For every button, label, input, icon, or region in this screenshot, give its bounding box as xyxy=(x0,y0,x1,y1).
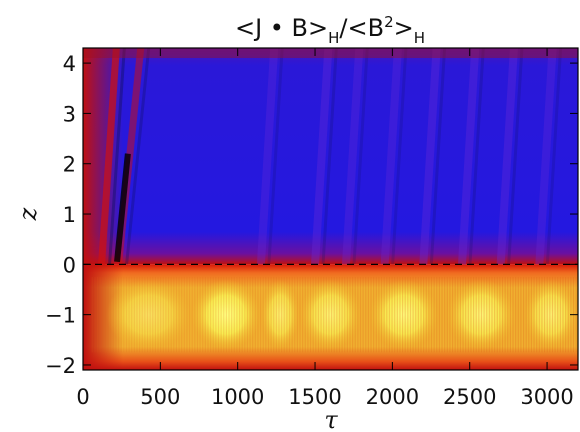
title-sup: 2 xyxy=(384,13,394,31)
positive-burst-4 xyxy=(299,279,362,350)
x-axis-label: τ xyxy=(324,406,338,432)
streak-4 xyxy=(311,48,333,265)
y-axis: −2 −1 0 1 2 3 4 xyxy=(45,52,578,378)
title-part-1: <J • B> xyxy=(235,14,328,42)
streak-shadow-5 xyxy=(352,48,369,265)
x-tick-label: 3000 xyxy=(520,385,573,409)
streak-shadow-3 xyxy=(267,48,284,265)
streak-6 xyxy=(380,48,402,265)
title-part-2: /<B xyxy=(339,14,384,42)
streak-shadow-8 xyxy=(468,48,485,265)
y-axis-label: z xyxy=(14,207,42,221)
x-tick-label: 2500 xyxy=(443,385,496,409)
dark-core-streak xyxy=(114,153,131,263)
streak-shadow-1 xyxy=(108,48,126,265)
streak-shadow-6 xyxy=(391,48,408,265)
streak-shadow-7 xyxy=(429,48,447,265)
positive-burst-1 xyxy=(106,279,192,350)
streak-shadow-2 xyxy=(125,48,151,265)
top-band xyxy=(83,48,578,58)
positive-burst-7 xyxy=(523,279,578,350)
region-upper xyxy=(83,48,578,265)
streak-shadow-4 xyxy=(321,48,338,265)
streak-10 xyxy=(535,48,557,265)
x-tick-label: 500 xyxy=(140,385,180,409)
streak-3 xyxy=(256,48,279,265)
streak-7 xyxy=(419,48,441,265)
title-sub-1: H xyxy=(328,29,339,47)
heatmap-area xyxy=(83,48,578,370)
y-tick-label: 0 xyxy=(63,253,76,277)
y-tick-label: 1 xyxy=(63,203,76,227)
streak-1 xyxy=(98,48,120,265)
x-tick-label: 2000 xyxy=(366,385,419,409)
plot-frame xyxy=(82,47,579,371)
x-tick-label: 1000 xyxy=(211,385,264,409)
streak-9 xyxy=(496,48,518,265)
y-tick-label: −2 xyxy=(45,354,76,378)
streak-5 xyxy=(341,48,364,265)
streak-shadow-9 xyxy=(507,48,524,265)
streak-shadow-10 xyxy=(545,48,563,265)
title-sub-2: H xyxy=(414,29,425,47)
y-tick-label: −1 xyxy=(45,304,76,328)
y-tick-label: 2 xyxy=(63,153,76,177)
y-tick-label: 3 xyxy=(63,102,76,126)
positive-burst-3 xyxy=(260,279,300,350)
positive-burst-5 xyxy=(369,279,439,350)
x-tick-label: 0 xyxy=(76,385,89,409)
y-tick-label: 4 xyxy=(63,52,76,76)
x-tick-label: 1500 xyxy=(288,385,341,409)
streak-8 xyxy=(457,48,480,265)
positive-burst-6 xyxy=(446,279,517,350)
title-part-3: > xyxy=(394,14,414,42)
chart-title: <J • B>H/<B2>H xyxy=(235,13,425,47)
positive-burst-2 xyxy=(191,279,261,350)
x-axis: 0 500 1000 1500 2000 2500 3000 xyxy=(76,48,574,409)
